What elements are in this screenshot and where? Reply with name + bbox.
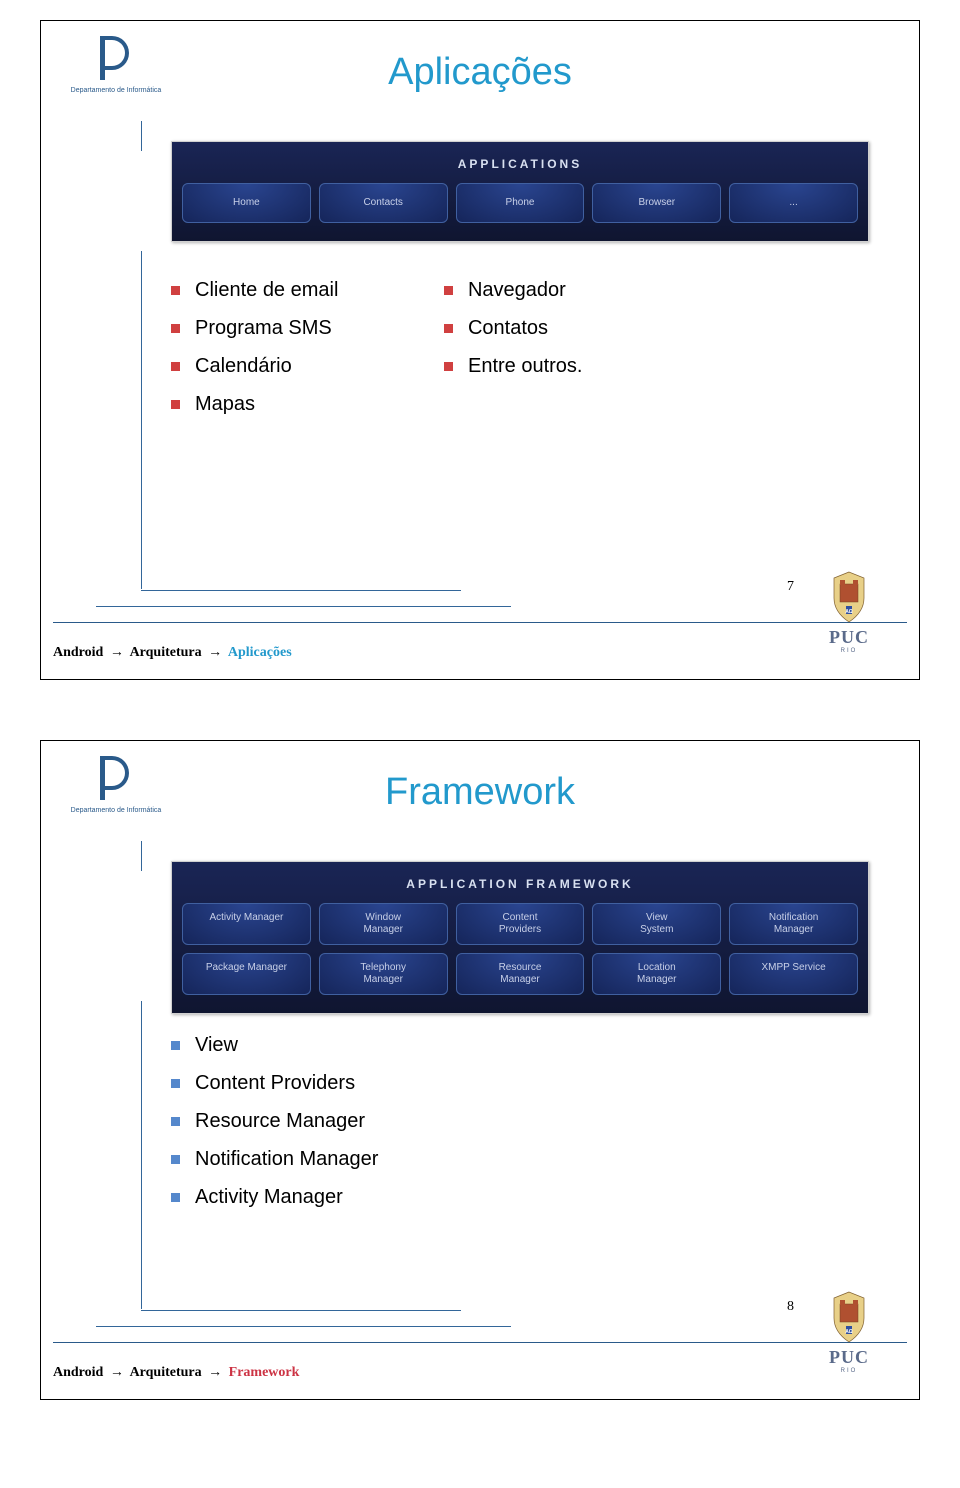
bullet-item: Notification Manager [171,1145,378,1173]
panel-btn: XMPP Service [729,953,858,995]
panel-btn: TelephonyManager [319,953,448,995]
puc-logo: AΩ PUC RIO [809,570,889,654]
panel-btn-more: ... [729,183,858,223]
puc-text: PUC [809,1347,889,1368]
slide-title: Framework [41,771,919,814]
crumb-aplicacoes: Aplicações [228,645,292,660]
bullet-item: Mapas [171,390,338,418]
puc-crest-icon: AΩ [824,1290,874,1345]
applications-panel: APPLICATIONS Home Contacts Phone Browser… [171,141,869,242]
panel-title: APPLICATIONS [182,157,858,171]
crumb-android: Android [53,645,103,660]
footer-rule-2 [96,606,511,607]
panel-btn: ViewSystem [592,903,721,945]
bullet-item: Programa SMS [171,314,338,342]
arrow-icon: → [110,645,124,660]
vertical-rule [141,1001,142,1309]
panel-btn: NotificationManager [729,903,858,945]
vertical-rule [141,251,142,589]
panel-title: APPLICATION FRAMEWORK [182,877,858,891]
panel-btn-contacts: Contacts [319,183,448,223]
panel-btn: ContentProviders [456,903,585,945]
footer-rule-1 [141,590,461,591]
panel-btn: Activity Manager [182,903,311,945]
puc-logo: AΩ PUC RIO [809,1290,889,1374]
slide-title: Aplicações [41,51,919,94]
right-bullet-col: Navegador Contatos Entre outros. [444,266,583,390]
arrow-icon: → [110,1365,124,1380]
arrow-icon: → [208,1365,222,1380]
vertical-rule-top [141,121,142,151]
vertical-rule-top [141,841,142,871]
left-bullet-col: Cliente de email Programa SMS Calendário… [171,266,338,428]
crumb-arquitetura: Arquitetura [130,645,202,660]
crumb-android: Android [53,1365,103,1380]
bullet-item: Entre outros. [444,352,583,380]
footer-rule-2 [96,1326,511,1327]
framework-panel: APPLICATION FRAMEWORK Activity Manager W… [171,861,869,1014]
footer-rule-1 [141,1310,461,1311]
bullet-item: Navegador [444,276,583,304]
panel-btn: LocationManager [592,953,721,995]
page-number: 8 [787,1299,794,1315]
svg-text:AΩ: AΩ [845,609,853,615]
puc-crest-icon: AΩ [824,570,874,625]
panel-btn: Package Manager [182,953,311,995]
page-number: 7 [787,579,794,595]
bullet-columns: Cliente de email Programa SMS Calendário… [171,266,683,428]
panel-btn: WindowManager [319,903,448,945]
arrow-icon: → [208,645,222,660]
panel-btn-home: Home [182,183,311,223]
bullet-item: Contatos [444,314,583,342]
bullet-item: Calendário [171,352,338,380]
footer-rule-3 [53,1342,907,1343]
panel-btn-browser: Browser [592,183,721,223]
bullet-list: View Content Providers Resource Manager … [171,1021,378,1221]
puc-text: PUC [809,627,889,648]
slide-aplicacoes: Departamento de Informática Aplicações A… [40,20,920,680]
puc-sub: RIO [809,1368,889,1374]
puc-sub: RIO [809,648,889,654]
crumb-arquitetura: Arquitetura [130,1365,202,1380]
bullet-item: Cliente de email [171,276,338,304]
bullet-item: View [171,1031,378,1059]
bullet-item: Resource Manager [171,1107,378,1135]
crumb-framework: Framework [229,1365,300,1380]
bullet-item: Content Providers [171,1069,378,1097]
breadcrumb: Android → Arquitetura → Aplicações [53,645,292,661]
slide-framework: Departamento de Informática Framework AP… [40,740,920,1400]
panel-btn: ResourceManager [456,953,585,995]
footer-rule-3 [53,622,907,623]
svg-text:AΩ: AΩ [845,1329,853,1335]
panel-btn-phone: Phone [456,183,585,223]
bullet-item: Activity Manager [171,1183,378,1211]
breadcrumb: Android → Arquitetura → Framework [53,1365,299,1381]
